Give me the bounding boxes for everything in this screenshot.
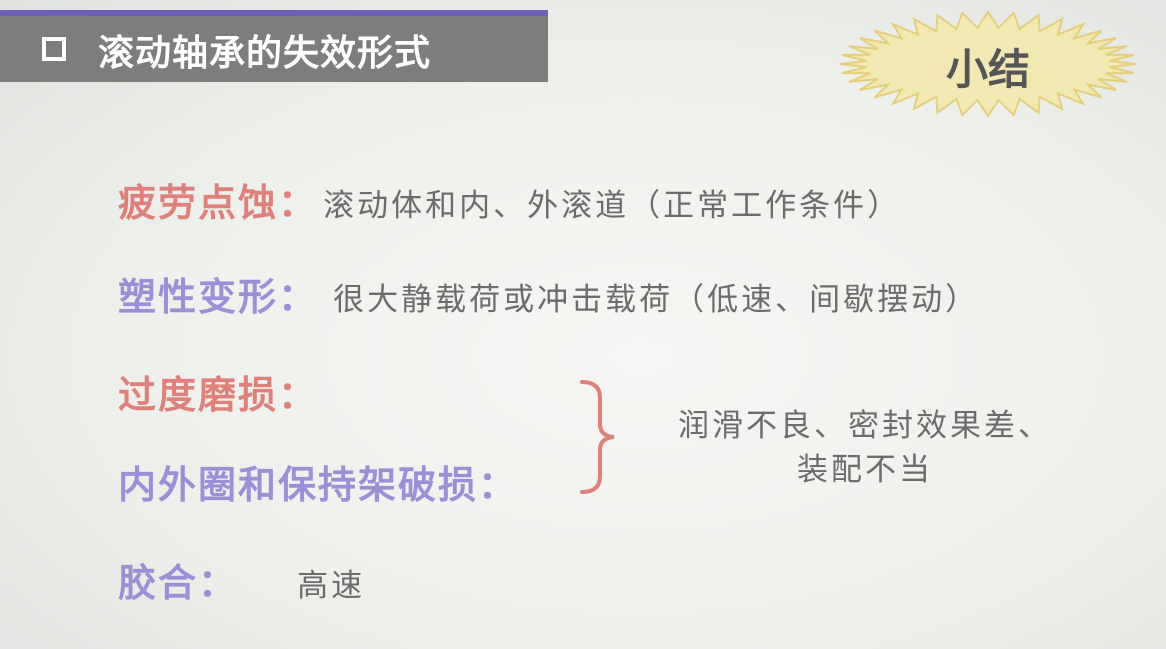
list-item-fatigue-pitting: 疲劳点蚀： 滚动体和内、外滚道（正常工作条件） (118, 172, 901, 227)
term-label: 过度磨损： (118, 373, 319, 417)
starburst-icon (839, 10, 1137, 118)
summary-badge-label: 小结 (945, 45, 1030, 94)
term-description: 很大静载荷或冲击载荷（低速、间歇摆动） (333, 282, 980, 318)
term-description: 滚动体和内、外滚道（正常工作条件） (323, 188, 902, 224)
term-label: 塑性变形： (118, 275, 319, 319)
summary-badge: 小结 (838, 10, 1138, 118)
shared-cause-description: 润滑不良、密封效果差、 装配不当 (640, 404, 1090, 492)
term-label: 内外圈和保持架破损： (118, 463, 519, 507)
term-label: 疲劳点蚀： (118, 181, 319, 225)
list-item-ring-cage-damage: 内外圈和保持架破损： (118, 454, 518, 509)
slide-title: 滚动轴承的失效形式 (98, 33, 432, 74)
list-item-gluing: 胶合： 高速 (118, 552, 365, 607)
right-brace-icon (580, 380, 615, 494)
square-bullet-icon (42, 37, 66, 61)
term-label: 胶合： (118, 561, 239, 605)
shared-cause-line-2: 装配不当 (797, 452, 933, 488)
term-description: 高速 (297, 568, 366, 604)
list-item-excessive-wear: 过度磨损： (118, 364, 318, 419)
list-item-plastic-deformation: 塑性变形： 很大静载荷或冲击载荷（低速、间歇摆动） (118, 266, 979, 321)
shared-cause-line-1: 润滑不良、密封效果差、 (678, 408, 1052, 444)
title-bar: 滚动轴承的失效形式 (0, 10, 548, 82)
